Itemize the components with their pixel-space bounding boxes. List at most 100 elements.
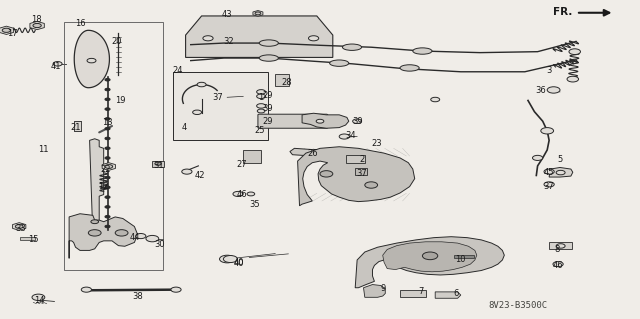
Circle shape (105, 206, 110, 208)
Text: 15: 15 (28, 235, 38, 244)
Circle shape (316, 119, 324, 123)
Circle shape (422, 252, 438, 260)
Circle shape (105, 98, 110, 100)
Text: 12: 12 (99, 182, 109, 191)
Circle shape (91, 220, 99, 224)
Circle shape (353, 119, 362, 123)
Circle shape (105, 196, 110, 198)
Circle shape (53, 62, 62, 66)
Circle shape (233, 191, 243, 197)
Text: 11: 11 (38, 145, 49, 154)
Circle shape (105, 167, 110, 169)
Text: 40: 40 (234, 258, 244, 267)
Text: 29: 29 (262, 91, 273, 100)
Text: 21: 21 (70, 123, 81, 132)
Bar (355, 168, 367, 175)
Polygon shape (186, 16, 333, 57)
Circle shape (532, 155, 543, 160)
Circle shape (81, 287, 92, 292)
Polygon shape (302, 113, 349, 128)
Circle shape (155, 162, 161, 165)
Text: 2: 2 (359, 155, 364, 164)
Bar (20, 237, 35, 240)
Polygon shape (30, 21, 44, 30)
Circle shape (105, 157, 110, 159)
Circle shape (105, 225, 110, 228)
Circle shape (105, 118, 110, 120)
Circle shape (105, 78, 110, 81)
Bar (74, 121, 81, 131)
Text: 39: 39 (352, 117, 362, 126)
Text: 3: 3 (547, 66, 552, 75)
Circle shape (553, 262, 563, 267)
Text: 45: 45 (544, 168, 554, 177)
Circle shape (105, 215, 110, 218)
Text: 13: 13 (102, 118, 113, 127)
Text: 40: 40 (234, 259, 244, 268)
Text: 8: 8 (554, 245, 559, 254)
Circle shape (257, 94, 266, 99)
Circle shape (136, 234, 146, 239)
Circle shape (567, 76, 579, 82)
Circle shape (257, 104, 266, 108)
Text: 35: 35 (250, 200, 260, 209)
Bar (275, 74, 289, 86)
Circle shape (569, 49, 580, 55)
Text: 46: 46 (553, 261, 563, 270)
Polygon shape (102, 163, 115, 170)
Circle shape (556, 170, 565, 175)
Polygon shape (355, 237, 504, 288)
Circle shape (105, 88, 110, 91)
Circle shape (223, 256, 237, 263)
Polygon shape (69, 214, 138, 258)
Circle shape (203, 36, 213, 41)
Text: 37: 37 (212, 93, 223, 102)
Text: 8V23-B3500C: 8V23-B3500C (489, 301, 548, 310)
Circle shape (33, 23, 41, 28)
Text: 31: 31 (154, 161, 164, 170)
Circle shape (32, 294, 45, 300)
Circle shape (247, 192, 255, 196)
Text: 23: 23 (371, 139, 381, 148)
Ellipse shape (259, 40, 278, 46)
Ellipse shape (330, 60, 349, 66)
Polygon shape (90, 139, 104, 234)
Polygon shape (253, 11, 263, 16)
Text: 25: 25 (254, 126, 264, 135)
Circle shape (171, 287, 181, 292)
Text: 36: 36 (536, 86, 546, 95)
Polygon shape (290, 148, 370, 160)
FancyBboxPatch shape (258, 114, 328, 128)
Text: 44: 44 (129, 233, 140, 242)
Text: 4: 4 (182, 123, 187, 132)
Polygon shape (435, 292, 461, 298)
Circle shape (105, 108, 110, 110)
Text: 17: 17 (8, 29, 18, 38)
Text: 32: 32 (223, 37, 234, 46)
Polygon shape (0, 26, 13, 34)
Text: 24: 24 (173, 66, 183, 75)
Circle shape (255, 12, 261, 15)
Bar (243, 150, 261, 163)
Text: 28: 28 (282, 78, 292, 87)
Text: 10: 10 (456, 255, 466, 263)
Circle shape (193, 110, 202, 115)
Text: 42: 42 (195, 171, 205, 180)
Text: 5: 5 (557, 155, 563, 164)
Text: 34: 34 (346, 131, 356, 140)
Text: 37: 37 (356, 169, 367, 178)
Circle shape (105, 147, 110, 150)
Ellipse shape (413, 48, 432, 54)
Circle shape (541, 128, 554, 134)
Bar (549, 242, 572, 249)
FancyArrowPatch shape (579, 10, 609, 16)
Bar (346, 155, 365, 163)
Text: 30: 30 (155, 240, 165, 249)
Text: FR.: FR. (554, 7, 573, 17)
Text: 20: 20 (112, 37, 122, 46)
Text: 7: 7 (419, 287, 424, 296)
Circle shape (88, 230, 101, 236)
Text: 38: 38 (132, 292, 143, 300)
Circle shape (87, 58, 96, 63)
Ellipse shape (342, 44, 362, 50)
